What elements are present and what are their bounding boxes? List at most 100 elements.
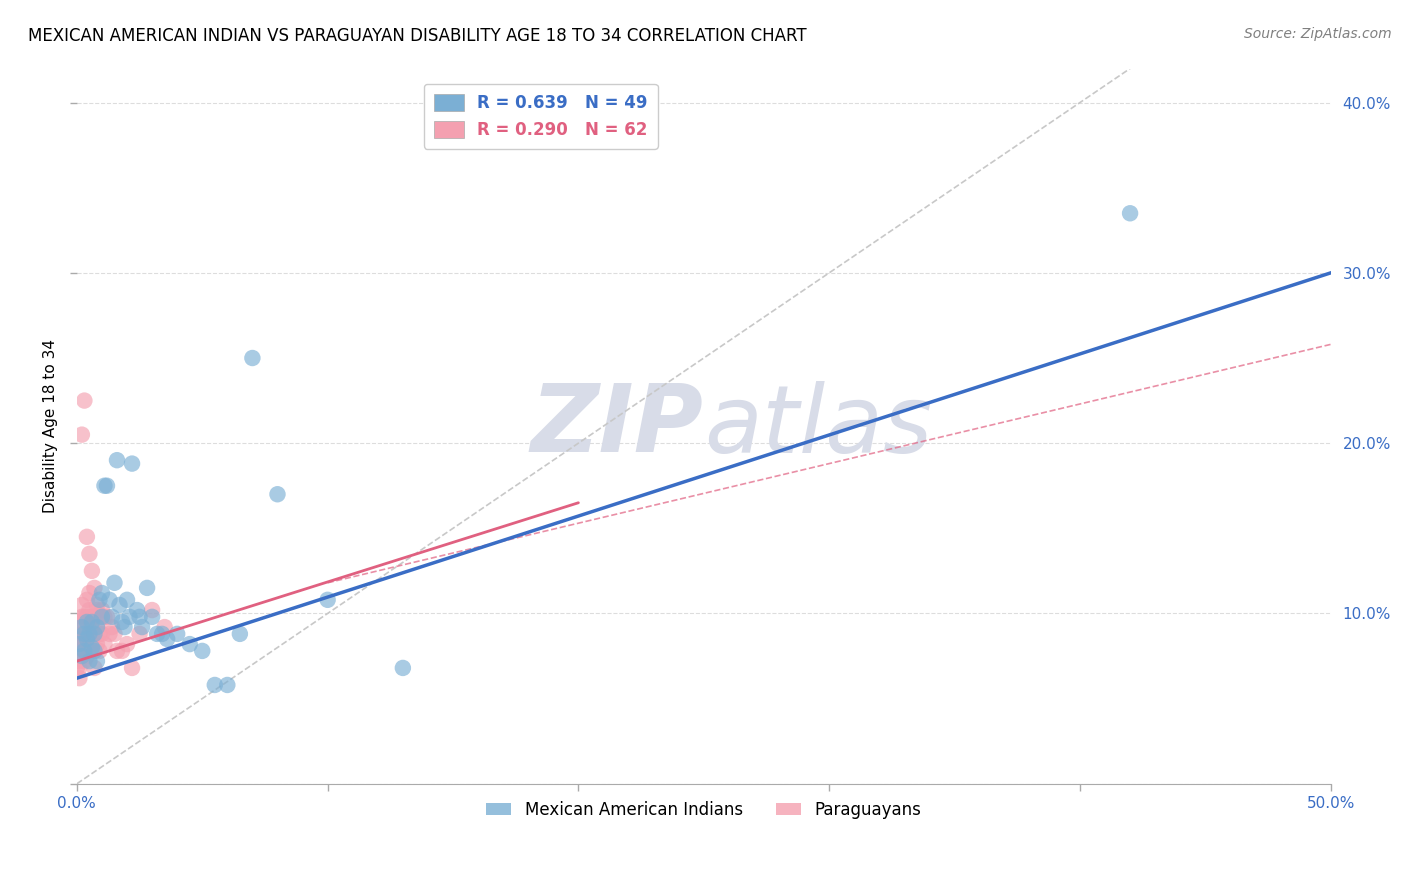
Point	[73, 620, 96, 634]
Point	[83, 581, 105, 595]
Point	[101, 620, 124, 634]
Point	[115, 637, 138, 651]
Point	[67, 671, 90, 685]
Point	[83, 661, 105, 675]
Text: Source: ZipAtlas.com: Source: ZipAtlas.com	[1244, 27, 1392, 41]
Point	[73, 644, 96, 658]
Point	[76, 632, 98, 646]
Point	[76, 610, 98, 624]
Point	[86, 603, 108, 617]
Point	[98, 627, 121, 641]
Text: MEXICAN AMERICAN INDIAN VS PARAGUAYAN DISABILITY AGE 18 TO 34 CORRELATION CHART: MEXICAN AMERICAN INDIAN VS PARAGUAYAN DI…	[28, 27, 807, 45]
Point	[179, 637, 201, 651]
Point	[80, 564, 103, 578]
Point	[128, 610, 150, 624]
Point	[111, 615, 134, 629]
Point	[121, 457, 143, 471]
Point	[141, 610, 163, 624]
Point	[153, 620, 176, 634]
Point	[131, 620, 153, 634]
Point	[89, 610, 111, 624]
Point	[70, 648, 93, 663]
Point	[125, 603, 148, 617]
Point	[191, 644, 214, 658]
Point	[229, 627, 252, 641]
Point	[66, 632, 89, 646]
Point	[91, 603, 114, 617]
Point	[89, 592, 111, 607]
Text: ZIP: ZIP	[531, 380, 704, 472]
Point	[91, 586, 114, 600]
Point	[105, 644, 128, 658]
Point	[242, 351, 264, 365]
Text: atlas: atlas	[704, 381, 932, 472]
Point	[79, 654, 101, 668]
Point	[76, 648, 98, 663]
Point	[114, 620, 136, 634]
Point	[80, 637, 103, 651]
Point	[83, 627, 105, 641]
Point	[76, 530, 98, 544]
Point	[91, 610, 114, 624]
Point	[67, 644, 90, 658]
Point	[86, 620, 108, 634]
Point	[67, 632, 90, 646]
Point	[70, 637, 93, 651]
Point	[83, 644, 105, 658]
Point	[91, 627, 114, 641]
Point	[392, 661, 415, 675]
Point	[98, 592, 121, 607]
Point	[70, 648, 93, 663]
Point	[70, 598, 93, 612]
Point	[156, 632, 179, 646]
Point	[79, 603, 101, 617]
Point	[217, 678, 239, 692]
Point	[93, 479, 115, 493]
Point	[80, 615, 103, 629]
Point	[111, 644, 134, 658]
Point	[70, 627, 93, 641]
Point	[93, 610, 115, 624]
Point	[80, 620, 103, 634]
Point	[73, 393, 96, 408]
Point	[89, 627, 111, 641]
Legend: Mexican American Indians, Paraguayans: Mexican American Indians, Paraguayans	[479, 794, 928, 825]
Point	[204, 678, 226, 692]
Point	[150, 627, 173, 641]
Point	[66, 661, 89, 675]
Point	[76, 632, 98, 646]
Point	[73, 654, 96, 668]
Point	[73, 644, 96, 658]
Point	[96, 610, 118, 624]
Point	[89, 644, 111, 658]
Point	[266, 487, 288, 501]
Point	[118, 610, 141, 624]
Point	[76, 615, 98, 629]
Point	[86, 654, 108, 668]
Point	[1119, 206, 1142, 220]
Point	[73, 627, 96, 641]
Point	[146, 627, 169, 641]
Point	[108, 598, 131, 612]
Point	[79, 627, 101, 641]
Point	[80, 640, 103, 655]
Point	[70, 610, 93, 624]
Point	[103, 575, 125, 590]
Point	[67, 661, 90, 675]
Point	[86, 620, 108, 634]
Point	[166, 627, 188, 641]
Point	[121, 661, 143, 675]
Point	[83, 644, 105, 658]
Point	[96, 479, 118, 493]
Point	[101, 610, 124, 624]
Point	[67, 637, 90, 651]
Point	[79, 627, 101, 641]
Point	[83, 610, 105, 624]
Point	[136, 581, 159, 595]
Point	[86, 637, 108, 651]
Point	[70, 427, 93, 442]
Point	[93, 637, 115, 651]
Point	[66, 648, 89, 663]
Point	[67, 654, 90, 668]
Point	[86, 598, 108, 612]
